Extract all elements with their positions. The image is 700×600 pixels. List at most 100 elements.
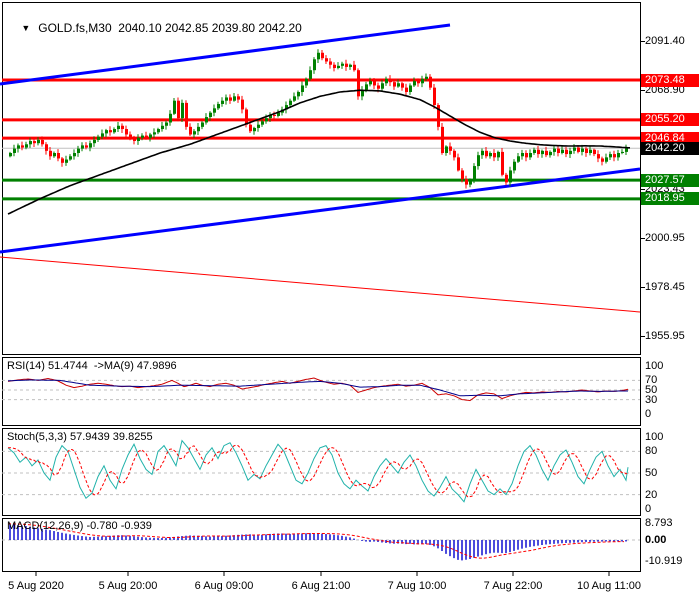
candle-down <box>133 138 136 142</box>
time-axis-label: 5 Aug 20:00 <box>98 580 158 592</box>
candle-down <box>593 149 596 155</box>
candle-up <box>621 151 624 154</box>
candle-down <box>457 157 460 171</box>
macd-axis-label: 0.00 <box>645 534 667 546</box>
price-badge: 2046.84 <box>641 131 699 145</box>
candle-up <box>69 156 72 160</box>
candle-up <box>97 136 100 140</box>
candle-down <box>345 63 348 67</box>
candle-down <box>45 144 48 151</box>
candle-down <box>57 153 60 159</box>
candle-up <box>549 151 552 156</box>
candle-down <box>577 147 580 152</box>
price-axis-label: 1978.45 <box>645 281 685 294</box>
candle-up <box>149 134 152 138</box>
candle-up <box>445 146 448 154</box>
candle-down <box>321 52 324 59</box>
candle-up <box>101 133 104 137</box>
candle-up <box>541 150 544 155</box>
rsi-signal-line <box>7 379 628 397</box>
candle-up <box>589 149 592 154</box>
candle-up <box>509 170 512 183</box>
rsi-main-line <box>7 377 629 402</box>
moving-average-line <box>7 89 630 215</box>
time-axis-label: 10 Aug 11:00 <box>576 580 642 592</box>
candle-down <box>401 83 404 88</box>
price-axis-label: 2068.90 <box>645 84 685 97</box>
candle-up <box>81 145 84 149</box>
indicator-axis-label: 0 <box>645 503 652 515</box>
candle-down <box>237 96 240 100</box>
candle-down <box>557 148 560 154</box>
macd-header: MACD(12,26,9) -0.780 -0.939 <box>7 520 152 532</box>
candle-up <box>297 91 300 97</box>
stochastic-signal-line <box>8 444 629 498</box>
price-axis-tick <box>641 90 645 92</box>
candle-down <box>121 125 124 130</box>
candle-up <box>421 78 424 84</box>
candle-up <box>233 96 236 101</box>
main-chart-panel[interactable] <box>2 2 641 355</box>
candle-up <box>553 148 556 152</box>
candle-up <box>65 159 68 163</box>
chart-symbol-timeframe: GOLD.fs,M30 <box>38 21 112 35</box>
candle-down <box>449 146 452 151</box>
candle-down <box>33 141 36 144</box>
candle-down <box>357 70 360 97</box>
candle-down <box>41 139 44 145</box>
time-axis-label: 7 Aug 22:00 <box>483 580 543 592</box>
stochastic-main-line <box>7 439 629 503</box>
descending-red[interactable] <box>0 256 641 313</box>
candle-down <box>613 154 616 158</box>
candle-up <box>349 64 352 67</box>
indicator-axis-label: 100 <box>645 360 664 372</box>
candle-up <box>73 153 76 157</box>
candle-up <box>37 139 40 144</box>
candle-up <box>269 114 272 119</box>
stochastic-panel[interactable] <box>2 428 641 516</box>
time-axis-label: 7 Aug 10:00 <box>387 580 447 592</box>
candle-up <box>137 137 140 142</box>
candle-up <box>9 153 12 157</box>
candle-up <box>29 141 32 145</box>
candle-up <box>369 81 372 85</box>
candle-up <box>197 126 200 132</box>
candle-down <box>373 81 376 86</box>
price-axis-label: 2091.40 <box>645 35 685 47</box>
candle-up <box>469 181 472 185</box>
price-badge: 2073.48 <box>641 73 699 87</box>
rsi-panel[interactable] <box>2 357 641 426</box>
candle-down <box>537 149 540 155</box>
candle-down <box>61 158 64 163</box>
candle-up <box>17 145 20 149</box>
candle-up <box>365 84 368 90</box>
stochastic-header: Stoch(5,3,3) 57.9439 39.8255 <box>7 431 153 443</box>
candle-up <box>141 135 144 138</box>
candle-up <box>213 108 216 113</box>
candle-down <box>601 158 604 162</box>
chart-dropdown-icon[interactable]: ▼ <box>21 23 31 33</box>
candle-up <box>317 52 320 60</box>
candle-up <box>289 100 292 106</box>
candle-down <box>329 61 332 65</box>
candle-up <box>89 143 92 148</box>
candle-down <box>585 148 588 154</box>
candle-up <box>205 117 208 123</box>
candle-down <box>437 105 440 127</box>
price-axis-label: 1955.95 <box>645 330 685 343</box>
candle-up <box>157 129 160 133</box>
candle-up <box>105 130 108 134</box>
indicator-axis-label: 80 <box>645 445 658 458</box>
candle-down <box>85 145 88 148</box>
candle-down <box>485 150 488 157</box>
channel-upper-blue[interactable] <box>0 23 451 86</box>
candle-up <box>517 156 520 162</box>
candle-up <box>221 100 224 104</box>
candle-up <box>53 153 56 157</box>
candle-down <box>597 154 600 159</box>
candle-down <box>125 129 128 135</box>
channel-lower-blue[interactable] <box>0 167 641 254</box>
candle-up <box>161 125 164 130</box>
